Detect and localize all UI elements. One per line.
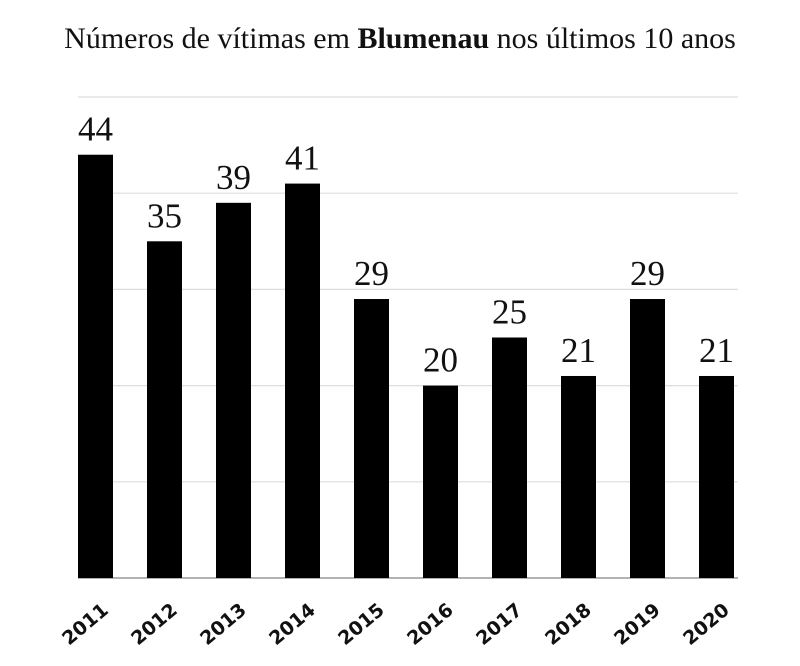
bar <box>423 385 458 578</box>
x-tick-label: 2018 <box>541 599 596 650</box>
bar <box>78 154 113 578</box>
x-tick-label: 2015 <box>334 599 389 650</box>
x-tick-label: 2012 <box>127 599 182 650</box>
data-label: 21 <box>699 331 734 370</box>
data-label: 29 <box>630 254 665 293</box>
data-label: 25 <box>492 293 527 332</box>
bar <box>354 299 389 578</box>
x-tick-label: 2020 <box>679 599 734 650</box>
data-label: 21 <box>561 331 596 370</box>
title-part: Blumenau <box>357 22 489 55</box>
x-tick-label: 2017 <box>472 599 527 650</box>
x-tick-label: 2011 <box>58 599 113 650</box>
data-label: 41 <box>285 139 320 178</box>
bar <box>561 375 596 578</box>
bar <box>699 375 734 578</box>
title-part: nos últimos 10 anos <box>489 22 736 55</box>
data-label: 39 <box>216 158 251 197</box>
bar <box>147 241 182 579</box>
bar <box>285 183 320 578</box>
x-tick-label: 2016 <box>403 599 458 650</box>
chart-title: Números de vítimas em Blumenau nos últim… <box>64 22 736 55</box>
data-label: 44 <box>78 110 113 149</box>
title-part: Números de vítimas em <box>64 22 357 55</box>
data-label: 29 <box>354 254 389 293</box>
bar <box>492 337 527 578</box>
x-tick-label: 2013 <box>196 599 251 650</box>
data-label: 20 <box>423 341 458 380</box>
bar <box>630 299 665 578</box>
bar <box>216 202 251 578</box>
x-tick-label: 2019 <box>610 599 665 650</box>
data-label: 35 <box>147 196 182 235</box>
x-tick-label: 2014 <box>265 599 320 650</box>
